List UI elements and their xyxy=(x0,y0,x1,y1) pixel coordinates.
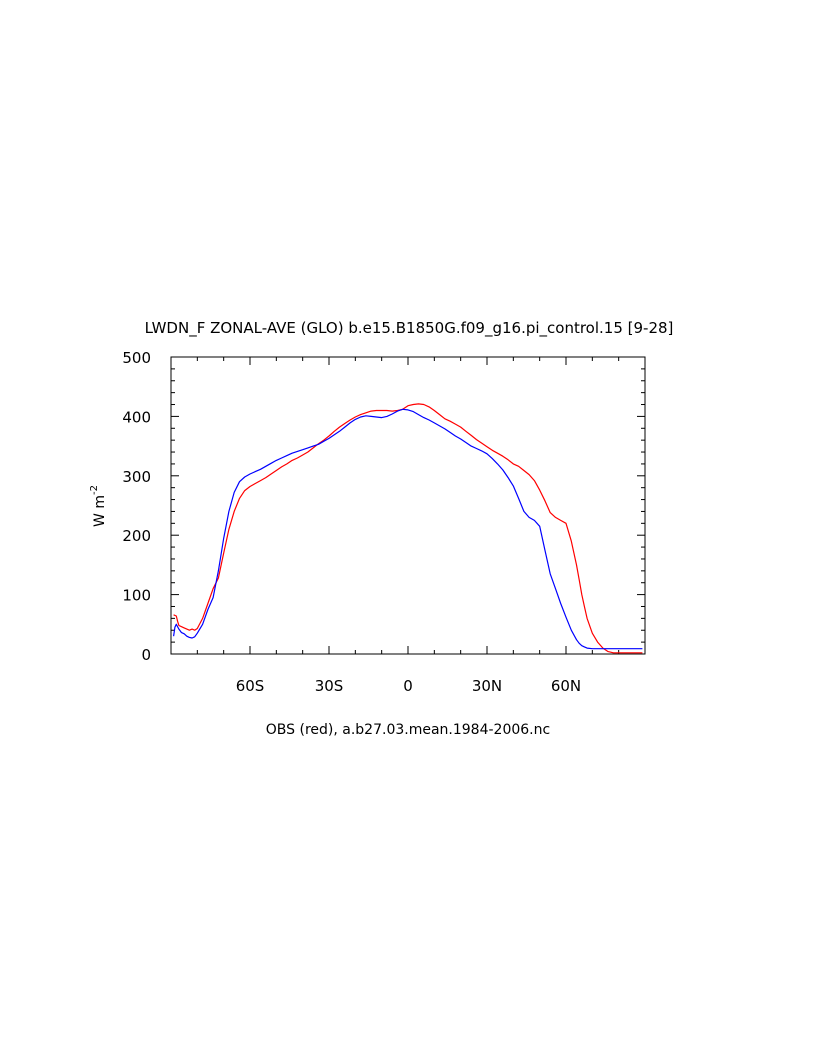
x-tick-label: 60S xyxy=(236,677,265,695)
plot-frame xyxy=(170,356,646,655)
series-layer xyxy=(173,403,643,654)
chart-caption: OBS (red), a.b27.03.mean.1984-2006.nc xyxy=(266,722,550,738)
y-tick-label: 0 xyxy=(141,646,151,664)
x-tick-label: 60N xyxy=(551,677,581,695)
y-tick-label: 100 xyxy=(122,587,151,605)
y-tick-label: 300 xyxy=(122,468,151,486)
series-line-0 xyxy=(173,403,643,654)
x-tick-label: 30N xyxy=(472,677,502,695)
y-tick-label: 400 xyxy=(122,408,151,426)
x-axis: 60S 30S 0 30N 60N xyxy=(196,357,620,695)
y-axis-label-exponent: -2 xyxy=(89,485,100,495)
y-tick-label: 500 xyxy=(122,349,151,367)
chart-title: LWDN_F ZONAL-AVE (GLO) b.e15.B1850G.f09_… xyxy=(145,319,674,338)
y-tick-label: 200 xyxy=(122,527,151,545)
y-axis: 0 100 200 300 400 500 xyxy=(122,349,645,664)
y-axis-label-text: W m xyxy=(92,495,108,527)
x-tick-label: 30S xyxy=(315,677,344,695)
x-tick-label: 0 xyxy=(403,677,413,695)
series-line-1 xyxy=(173,408,643,650)
y-axis-label: W m-2 xyxy=(89,485,108,527)
